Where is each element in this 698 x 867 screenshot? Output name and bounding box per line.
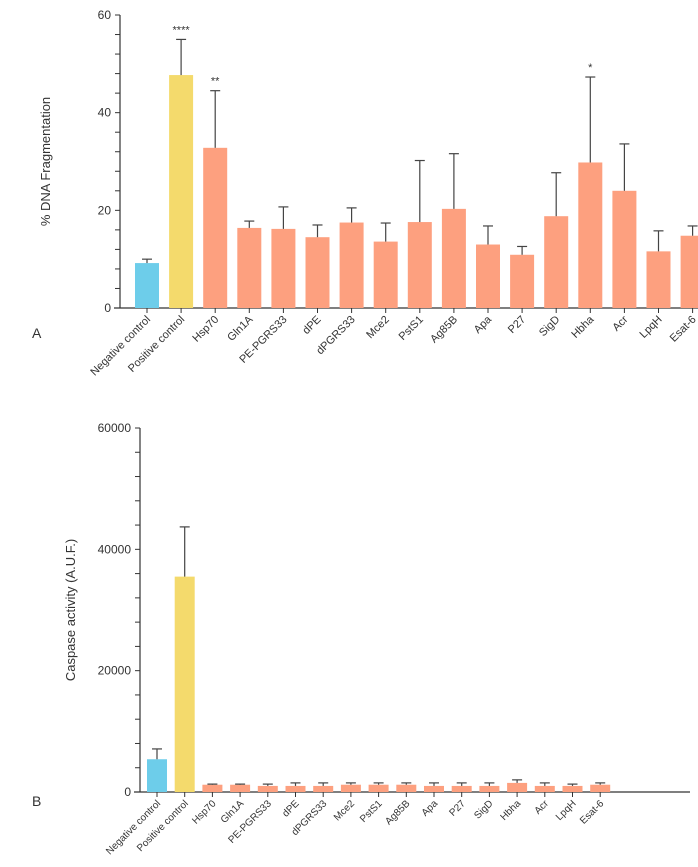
y-tick-label: 0: [124, 785, 131, 799]
bar-p27: [451, 785, 472, 792]
x-tick-label: P27: [506, 314, 528, 336]
bar-mce2: [373, 241, 398, 308]
bar-positive-control: [169, 75, 194, 308]
y-tick-label: 60000: [98, 421, 132, 435]
x-tick-label: LpqH: [638, 314, 665, 341]
significance-marker: *: [588, 62, 593, 74]
panel-label: B: [32, 793, 41, 809]
bar-gln1a: [237, 227, 262, 308]
bar-positive-control: [174, 576, 195, 792]
bar-lpqh: [646, 251, 671, 308]
x-tick-label: LpqH: [554, 798, 579, 823]
y-tick-label: 60: [98, 8, 112, 22]
x-tick-label: SigD: [472, 798, 495, 821]
bar-esat-6: [590, 784, 611, 792]
x-tick-label: Apa: [420, 798, 441, 819]
x-tick-label: Positive control: [135, 798, 191, 854]
x-tick-label: Hsp70: [190, 798, 219, 827]
x-tick-label: PstS1: [358, 798, 385, 825]
significance-marker: **: [211, 76, 220, 88]
bar-psts1: [368, 784, 389, 792]
bar-esat-6: [680, 235, 698, 308]
bar-hsp70: [202, 784, 223, 792]
x-tick-label: Hbha: [499, 798, 524, 823]
x-tick-label: dPE: [280, 798, 301, 819]
x-tick-label: Esat-6: [578, 798, 607, 827]
bar-hbha: [507, 782, 528, 792]
bar-apa: [424, 785, 444, 792]
x-tick-label: Gln1A: [225, 313, 256, 344]
x-tick-label: Hsp70: [190, 314, 221, 345]
y-axis-label: % DNA Fragmentation: [38, 97, 53, 226]
bar-acr: [612, 190, 637, 308]
x-tick-label: PstS1: [397, 314, 426, 343]
y-tick-label: 20000: [98, 664, 132, 678]
x-tick-label: Mce2: [332, 798, 357, 823]
bar-pe-pgrs33: [271, 228, 296, 308]
x-tick-label: Acr: [533, 798, 552, 817]
bar-negative-control: [147, 759, 167, 792]
x-tick-label: Hbha: [569, 313, 597, 341]
x-tick-label: Ag85B: [428, 314, 460, 346]
y-tick-label: 40: [98, 106, 112, 120]
x-tick-label: Mce2: [364, 314, 392, 342]
x-tick-label: SigD: [537, 314, 562, 339]
bar-p27: [510, 254, 535, 308]
bar-ag85b: [441, 208, 466, 308]
x-tick-label: P27: [447, 798, 468, 819]
y-tick-label: 40000: [98, 542, 132, 556]
x-tick-label: Esat-6: [668, 314, 698, 345]
bar-acr: [534, 785, 555, 792]
chart-panel-B: 0 20000 40000 60000 Caspase activity (A.U.F.…: [32, 421, 690, 857]
y-tick-label: 20: [98, 203, 112, 217]
bar-pe-pgrs33: [257, 785, 278, 792]
bar-hsp70: [203, 147, 228, 308]
x-tick-label: Acr: [610, 313, 630, 333]
significance-marker: ****: [173, 24, 191, 36]
bar-apa: [476, 244, 500, 308]
bar-gln1a: [230, 784, 251, 792]
chart-panel-A: 0 20 40 60 % DNA Fragmentation A Negative cont…: [32, 8, 698, 378]
x-tick-label: Apa: [472, 313, 495, 336]
x-tick-label: Negative control: [88, 314, 153, 379]
bar-psts1: [407, 222, 432, 308]
x-tick-label: dPE: [300, 314, 323, 337]
bar-sigd: [544, 216, 569, 308]
bar-negative-control: [135, 263, 159, 308]
x-tick-label: Ag85B: [383, 798, 412, 827]
bar-dpgrs33: [339, 222, 364, 308]
bar-ag85b: [396, 784, 417, 792]
bar-mce2: [340, 784, 361, 792]
bar-dpe: [305, 237, 330, 308]
bar-dpgrs33: [313, 785, 334, 792]
bar-dpe: [285, 785, 306, 792]
bar-sigd: [479, 785, 500, 792]
bar-lpqh: [562, 785, 583, 792]
bar-hbha: [578, 162, 603, 308]
y-axis-label: Caspase activity (A.U.F.): [63, 539, 78, 681]
panel-label: A: [32, 325, 42, 341]
y-tick-label: 0: [104, 301, 111, 315]
